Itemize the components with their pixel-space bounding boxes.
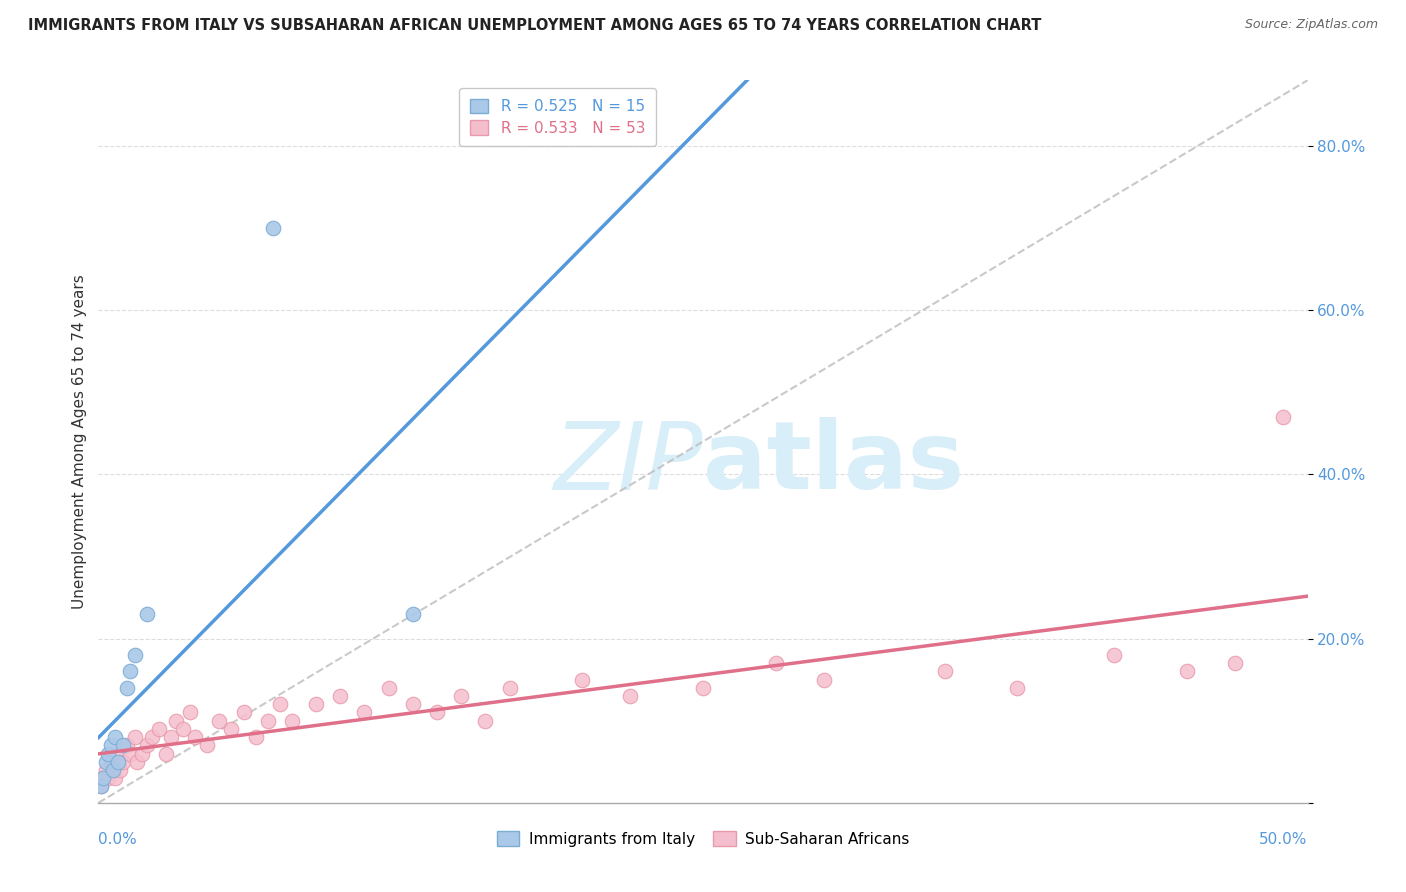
Point	[498, 681, 520, 695]
Point	[281, 714, 304, 728]
Point	[100, 755, 122, 769]
Point	[1223, 657, 1246, 671]
Point	[155, 747, 177, 761]
Text: atlas: atlas	[703, 417, 965, 509]
Point	[124, 648, 146, 662]
Point	[305, 698, 328, 712]
Point	[208, 714, 231, 728]
Y-axis label: Unemployment Among Ages 65 to 74 years: Unemployment Among Ages 65 to 74 years	[72, 274, 87, 609]
Point	[94, 755, 117, 769]
Point	[813, 673, 835, 687]
Point	[232, 706, 254, 720]
Point	[221, 722, 243, 736]
Point	[172, 722, 194, 736]
Point	[135, 607, 157, 621]
Text: ZIP: ZIP	[554, 417, 703, 508]
Point	[107, 755, 129, 769]
Point	[91, 771, 114, 785]
Point	[474, 714, 496, 728]
Point	[104, 730, 127, 744]
Point	[619, 689, 641, 703]
Text: 0.0%: 0.0%	[98, 831, 138, 847]
Point	[118, 665, 141, 679]
Point	[90, 780, 112, 794]
Point	[165, 714, 187, 728]
Text: Source: ZipAtlas.com: Source: ZipAtlas.com	[1244, 18, 1378, 31]
Point	[148, 722, 170, 736]
Point	[100, 739, 122, 753]
Point	[127, 755, 149, 769]
Point	[101, 763, 124, 777]
Point	[111, 739, 134, 753]
Point	[108, 763, 131, 777]
Point	[94, 763, 117, 777]
Point	[426, 706, 449, 720]
Point	[377, 681, 399, 695]
Point	[97, 747, 120, 761]
Point	[329, 689, 352, 703]
Point	[141, 730, 163, 744]
Point	[692, 681, 714, 695]
Point	[269, 698, 291, 712]
Point	[195, 739, 218, 753]
Point	[107, 747, 129, 761]
Point	[117, 681, 139, 695]
Point	[117, 739, 139, 753]
Point	[160, 730, 183, 744]
Point	[118, 747, 141, 761]
Point	[101, 763, 124, 777]
Point	[124, 730, 146, 744]
Point	[402, 607, 425, 621]
Point	[402, 698, 425, 712]
Point	[179, 706, 201, 720]
Text: IMMIGRANTS FROM ITALY VS SUBSAHARAN AFRICAN UNEMPLOYMENT AMONG AGES 65 TO 74 YEA: IMMIGRANTS FROM ITALY VS SUBSAHARAN AFRI…	[28, 18, 1042, 33]
Point	[245, 730, 267, 744]
Point	[91, 771, 114, 785]
Point	[1007, 681, 1029, 695]
Point	[1175, 665, 1198, 679]
Point	[765, 657, 787, 671]
Point	[111, 755, 134, 769]
Point	[97, 771, 120, 785]
Point	[90, 780, 112, 794]
Point	[256, 714, 278, 728]
Point	[934, 665, 956, 679]
Point	[262, 221, 284, 235]
Point	[353, 706, 375, 720]
Point	[450, 689, 472, 703]
Point	[135, 739, 157, 753]
Point	[1272, 409, 1295, 424]
Point	[1102, 648, 1125, 662]
Point	[571, 673, 593, 687]
Point	[104, 771, 127, 785]
Legend: Immigrants from Italy, Sub-Saharan Africans: Immigrants from Italy, Sub-Saharan Afric…	[491, 825, 915, 853]
Point	[131, 747, 153, 761]
Point	[184, 730, 207, 744]
Text: 50.0%: 50.0%	[1260, 831, 1308, 847]
